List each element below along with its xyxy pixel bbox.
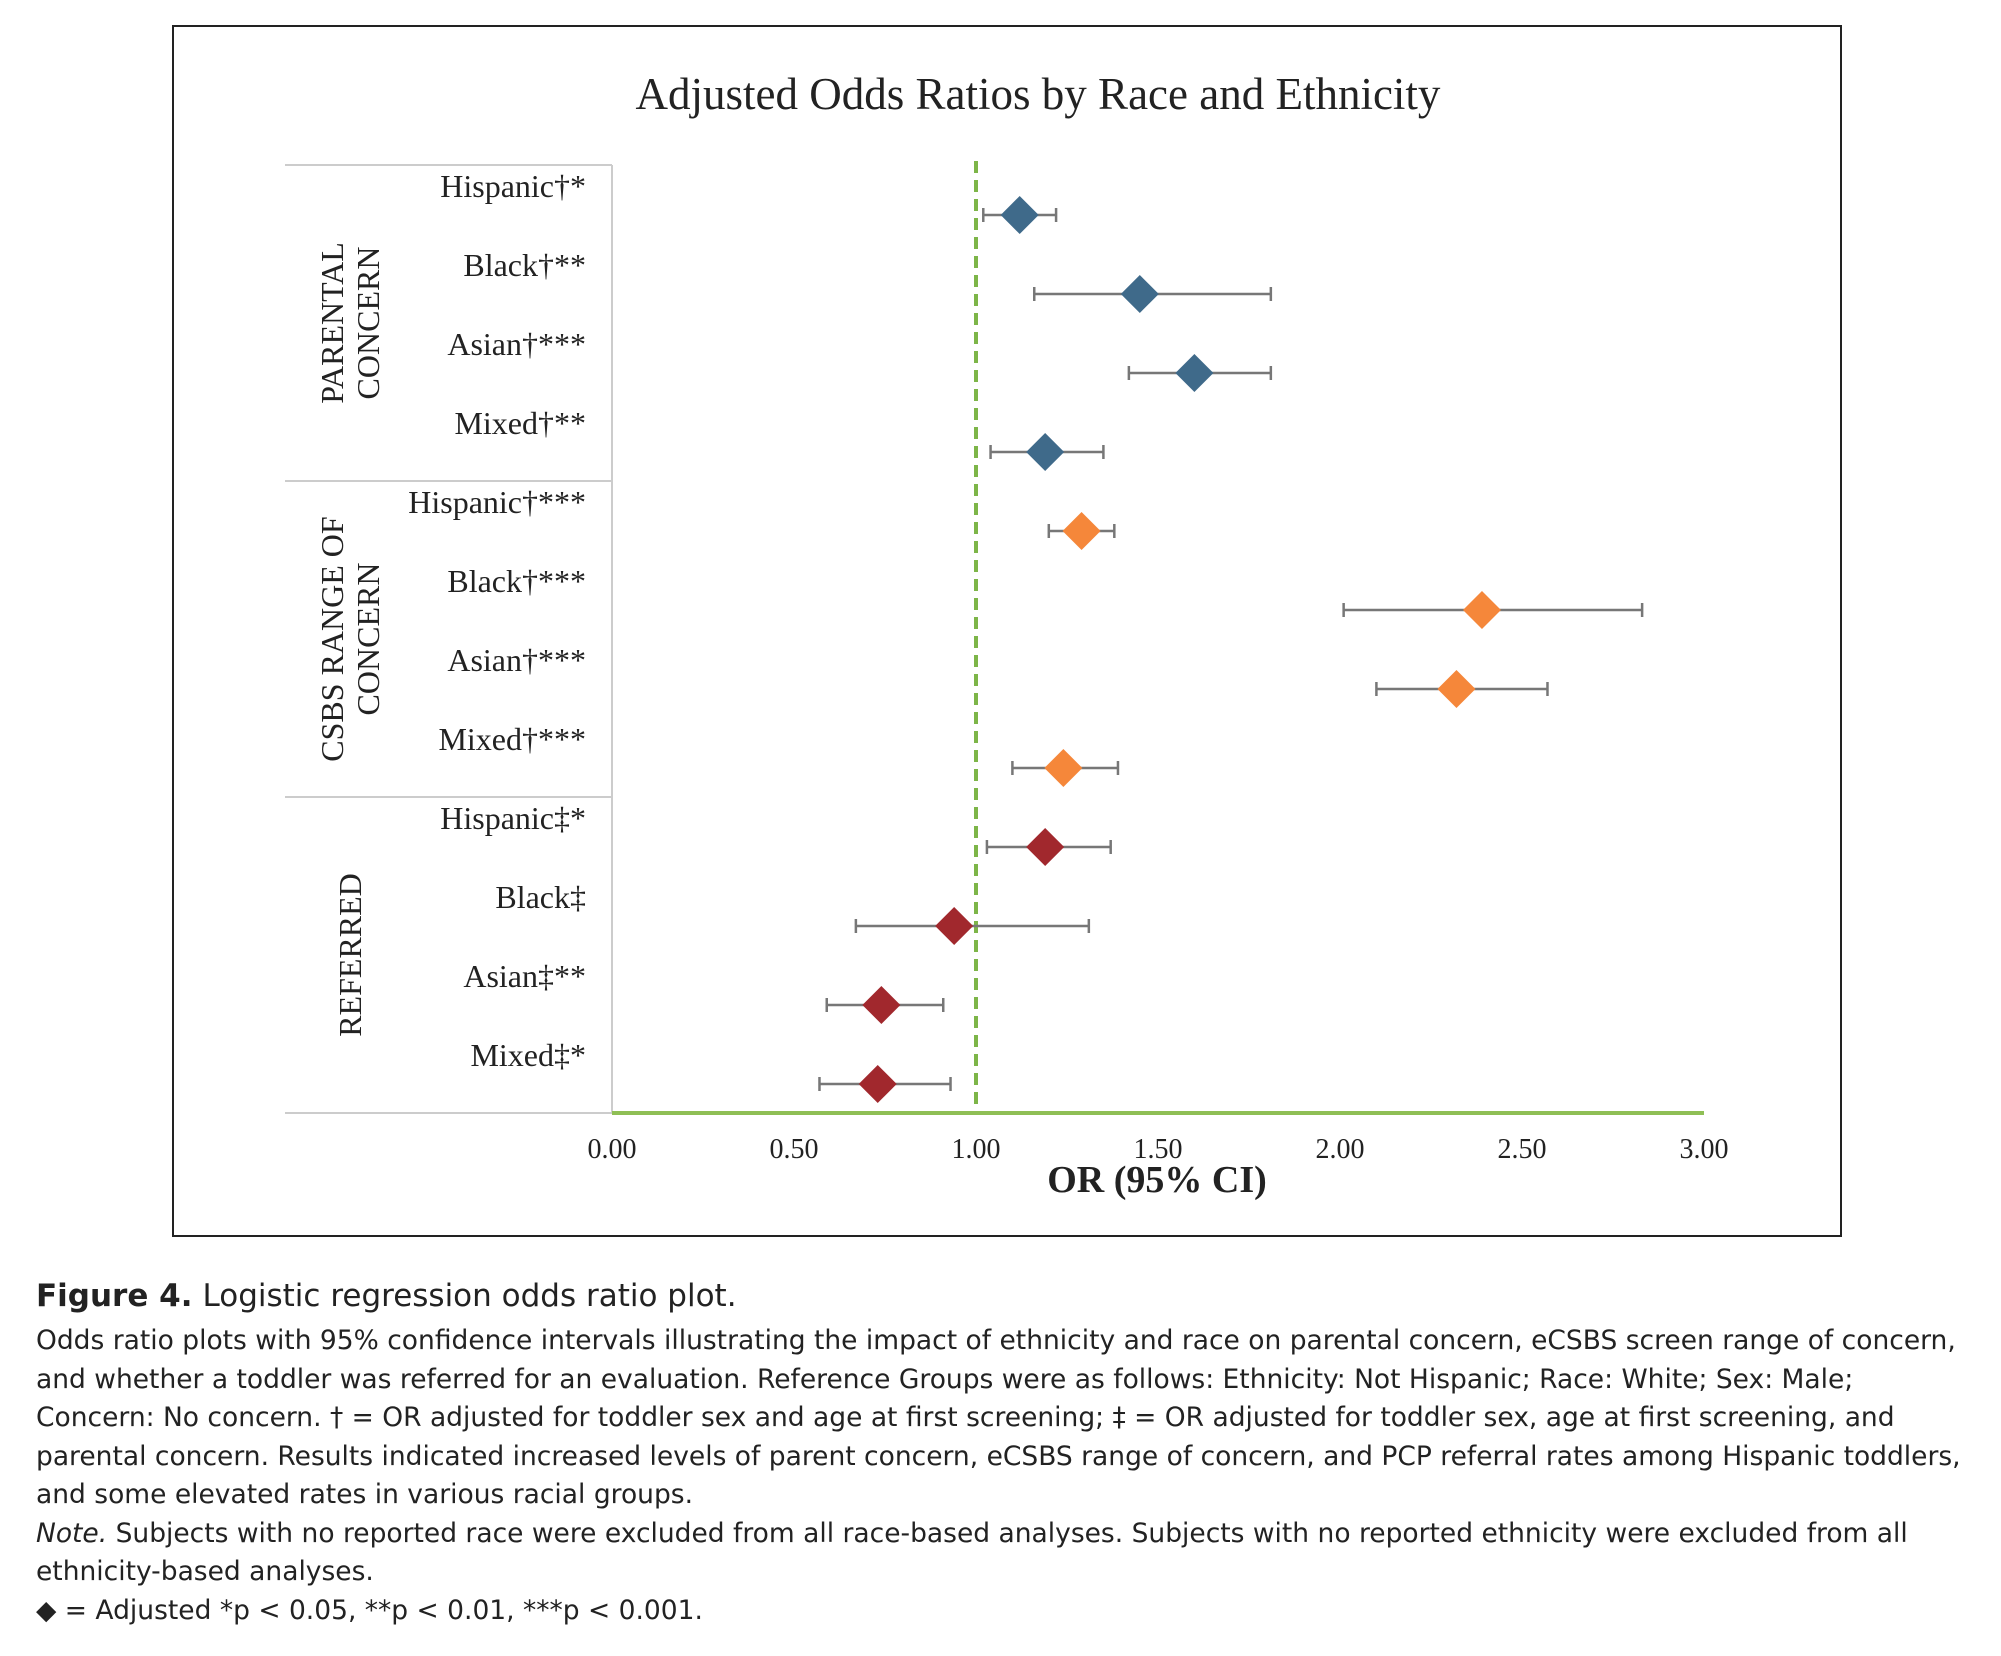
group-label: CSBS RANGE OFCONCERN	[314, 516, 386, 761]
row-label: Black†***	[447, 563, 586, 599]
row-label: Black‡	[495, 879, 586, 915]
or-marker	[862, 986, 901, 1024]
row-label: Asian†***	[447, 642, 586, 678]
row-label: Mixed‡*	[470, 1037, 586, 1073]
x-tick-label: 0.50	[770, 1134, 819, 1165]
or-marker	[1044, 749, 1083, 787]
row-label: Asian‡**	[463, 958, 586, 994]
group-label-line: PARENTAL	[314, 242, 350, 404]
or-marker	[858, 1065, 897, 1103]
chart-title: Adjusted Odds Ratios by Race and Ethnici…	[636, 69, 1441, 119]
x-axis: 0.00 0.50 1.00 1.50 2.00 2.50 3.00	[285, 1111, 1729, 1165]
odds-ratio-markers	[858, 196, 1501, 1103]
x-tick-label: 3.00	[1680, 1134, 1729, 1165]
confidence-intervals	[818, 208, 1644, 1091]
chart-frame: Adjusted Odds Ratios by Race and Ethnici…	[172, 25, 1842, 1237]
row-label: Hispanic‡*	[440, 800, 586, 836]
row-label: Asian†***	[447, 326, 586, 362]
forest-plot: Adjusted Odds Ratios by Race and Ethnici…	[285, 69, 1729, 1201]
or-marker	[1175, 354, 1214, 392]
or-marker	[1062, 512, 1101, 550]
group-label: REFERRED	[332, 873, 368, 1037]
group-label-line: CSBS RANGE OF	[314, 516, 350, 761]
x-tick-label: 2.00	[1316, 1134, 1365, 1165]
or-marker	[935, 907, 974, 945]
note-text: Subjects with no reported race were excl…	[36, 1517, 1908, 1588]
caption-body: Odds ratio plots with 95% confidence int…	[36, 1325, 1961, 1510]
figure-caption: Figure 4. Logistic regression odds ratio …	[36, 1278, 1976, 1630]
group-label-line: REFERRED	[332, 873, 368, 1037]
or-marker	[1026, 828, 1065, 866]
or-marker	[1462, 591, 1501, 629]
row-label: Mixed†***	[438, 721, 586, 757]
row-label: Mixed†**	[454, 405, 586, 441]
significance-legend: ◆ = Adjusted *p < 0.05, **p < 0.01, ***p…	[36, 1594, 703, 1626]
row-label: Hispanic†***	[408, 484, 586, 520]
figure-label: Figure 4.	[36, 1278, 193, 1314]
x-tick-label: 1.50	[1134, 1134, 1183, 1165]
x-tick-label: 1.00	[952, 1134, 1001, 1165]
group-label-line: CONCERN	[350, 563, 386, 716]
or-marker	[1120, 275, 1159, 313]
row-label: Hispanic†*	[440, 168, 586, 204]
group-label: PARENTALCONCERN	[314, 242, 386, 404]
group-label-line: CONCERN	[350, 247, 386, 400]
row-labels: Hispanic†* Black†** Asian†*** Mixed†** Hispa…	[408, 168, 586, 1073]
figure-title: Logistic regression odds ratio plot.	[202, 1278, 737, 1314]
or-marker	[1026, 433, 1065, 471]
note-label: Note.	[36, 1517, 108, 1549]
row-label: Black†**	[463, 247, 586, 283]
x-tick-label: 2.50	[1498, 1134, 1547, 1165]
or-marker	[1000, 196, 1039, 234]
x-tick-label: 0.00	[588, 1134, 637, 1165]
x-axis-label: OR (95% CI)	[1047, 1159, 1267, 1201]
or-marker	[1437, 670, 1476, 708]
